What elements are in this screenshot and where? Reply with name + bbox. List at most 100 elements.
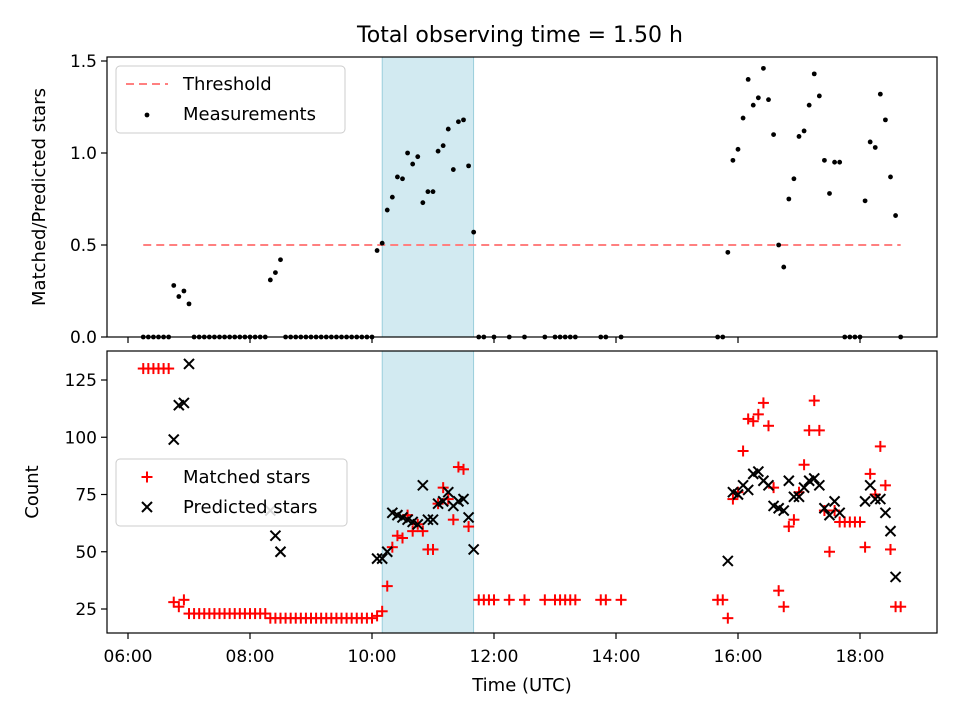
top-y-axis: 0.0 0.5 1.0 1.5 [70,52,107,348]
legend-threshold-label: Threshold [182,74,272,95]
matched-star-point [885,543,896,555]
top-axes-frame [106,56,938,338]
predicted-star-point [381,546,393,558]
top-ytick-label: 1.0 [70,144,97,164]
measurement-point [410,161,416,167]
matched-star-point [519,594,530,606]
matched-star-point [173,601,185,613]
matched-star-point [397,532,408,544]
measurement-point [745,77,751,82]
predicted-star-point [752,465,765,478]
matched-star-point [722,612,734,624]
bottom-ylabel: Count [22,465,43,518]
top-legend-box [115,65,346,134]
legend-predicted-swatch [141,501,153,513]
bottom-ytick-label: 25 [75,600,97,620]
predicted-star-point [457,493,470,505]
predicted-star-point [798,481,810,494]
measurement-point [471,229,477,235]
matched-star-point [742,413,754,425]
matched-star-point [452,461,464,473]
predicted-star-point [412,518,424,530]
matched-star-point [879,479,891,491]
matched-star-point [458,463,469,475]
matched-star-point [895,601,907,613]
measurement-point [181,288,187,294]
legend-matched-swatch [141,471,153,483]
predicted-star-point [732,488,744,501]
measurement-point [267,277,273,283]
top-shaded-span [381,56,475,338]
measurement-point [811,71,817,77]
xtick-label: 18:00 [836,647,885,667]
bottom-legend-box [115,458,348,527]
predicted-star-point [793,491,805,503]
predicted-star-point [376,552,388,565]
measurement-point [832,159,837,165]
matched-star-point [539,594,551,606]
measurement-point [872,145,878,150]
legend-predicted-label: Predicted stars [183,497,317,518]
measurement-point [776,242,782,248]
measurement-point [883,117,888,123]
predicted-star-point [818,502,831,514]
xtick-label: 10:00 [348,647,397,667]
measurement-point [395,174,400,180]
matched-star-point [615,594,627,606]
predicted-star-point [762,479,775,492]
measurement-point [389,194,395,200]
matched-star-point [874,440,886,452]
measurement-point [445,126,451,132]
xtick-label: 14:00 [592,647,641,667]
matched-star-point [417,525,429,537]
matched-star-point [778,601,790,613]
measurement-point [837,159,843,165]
measurement-point [781,264,787,270]
predicted-star-point [722,555,734,567]
measurement-point [278,257,283,263]
legend-matched-label: Matched stars [183,467,310,488]
matched-star-point [773,585,785,597]
measurement-point [456,119,461,125]
measurement-point [440,143,446,149]
measurement-point [816,93,822,99]
matched-star-point [569,594,581,606]
matched-star-point [427,543,439,555]
measurement-point [374,248,380,253]
legend-measurements-label: Measurements [183,104,316,125]
top-ytick-label: 0.0 [70,328,97,348]
measurement-point [862,198,868,204]
predicted-star-point [778,504,790,517]
predicted-star-point [884,525,897,537]
predicted-star-point [869,493,881,505]
shaded-observing-span [381,350,475,634]
measurement-point [877,91,883,97]
matched-star-point [503,594,515,606]
measurement-point [791,176,797,182]
bottom-legend: Matched stars Predicted stars [115,458,348,527]
bottom-ytick-label: 100 [65,428,97,448]
matched-star-point [463,521,475,533]
matched-star-point [488,594,500,606]
measurement-point [730,157,736,163]
measurement-point [888,174,893,180]
top-panel: 0.0 0.5 1.0 1.5 Matched/Predicted stars Thr… [29,52,938,348]
predicted-star-point [467,543,480,556]
predicted-star-point [417,479,429,492]
measurement-point [171,283,177,288]
measurement-point [461,117,466,123]
predicted-star-point [742,484,754,496]
bottom-shaded-span [381,350,475,634]
matched-star-point [600,594,612,606]
bottom-ytick-label: 75 [75,486,97,506]
measurement-point [435,148,441,154]
measurement-point [801,128,807,134]
xtick-label: 12:00 [470,647,519,667]
measurement-point [400,176,405,182]
matched-star-point [747,415,759,427]
measurement-point [740,115,746,121]
matched-star-point [376,605,388,617]
measurement-point [415,154,421,160]
matched-star-point [447,514,459,526]
